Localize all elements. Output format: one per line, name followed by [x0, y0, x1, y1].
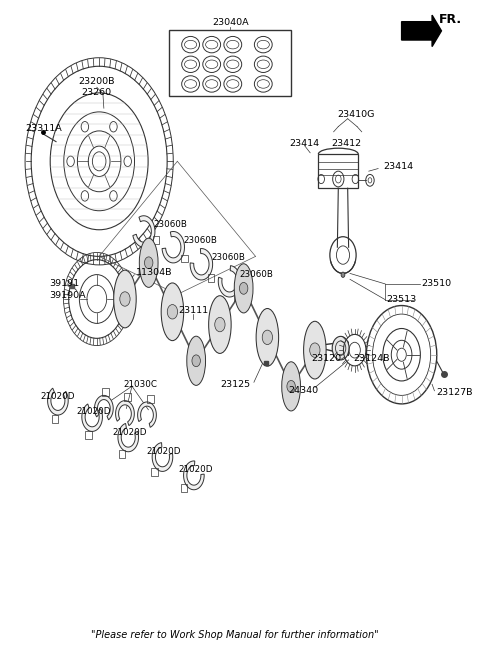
- Text: 23414: 23414: [289, 139, 320, 148]
- Polygon shape: [183, 461, 204, 489]
- Bar: [181, 254, 188, 262]
- Text: 23124B: 23124B: [353, 353, 389, 363]
- Text: 23125: 23125: [220, 380, 250, 389]
- Text: "Please refer to Work Shop Manual for further information": "Please refer to Work Shop Manual for fu…: [91, 630, 379, 641]
- Circle shape: [192, 355, 200, 367]
- Circle shape: [287, 380, 295, 392]
- Bar: [207, 274, 214, 282]
- Text: 23410G: 23410G: [337, 110, 375, 120]
- Polygon shape: [116, 401, 134, 426]
- Ellipse shape: [114, 270, 136, 328]
- Circle shape: [167, 305, 178, 319]
- Text: 23111: 23111: [178, 306, 208, 315]
- Text: 23060B: 23060B: [240, 270, 274, 279]
- Text: 21020D: 21020D: [76, 407, 111, 416]
- Text: 23513: 23513: [386, 295, 416, 304]
- Text: 23412: 23412: [332, 139, 362, 148]
- Polygon shape: [82, 404, 102, 432]
- Polygon shape: [402, 15, 442, 47]
- Ellipse shape: [139, 238, 158, 287]
- Text: FR.: FR.: [439, 12, 462, 26]
- Polygon shape: [138, 402, 156, 427]
- Text: 23311A: 23311A: [25, 124, 62, 133]
- Bar: [169, 30, 291, 96]
- Ellipse shape: [161, 283, 184, 340]
- Polygon shape: [162, 231, 184, 263]
- Bar: [181, 484, 187, 492]
- Bar: [234, 294, 240, 302]
- Bar: [147, 395, 154, 403]
- Text: 23200B: 23200B: [79, 78, 115, 87]
- Polygon shape: [95, 396, 113, 420]
- Ellipse shape: [209, 296, 231, 353]
- Circle shape: [144, 257, 153, 269]
- Text: 23060B: 23060B: [153, 220, 187, 229]
- Polygon shape: [190, 248, 213, 280]
- Text: 23510: 23510: [422, 279, 452, 288]
- Bar: [318, 154, 358, 188]
- Circle shape: [120, 292, 130, 306]
- Circle shape: [240, 283, 248, 294]
- Text: 23260: 23260: [82, 88, 112, 97]
- Text: 39190A: 39190A: [49, 290, 86, 300]
- Circle shape: [310, 343, 320, 357]
- Text: 24340: 24340: [288, 386, 318, 395]
- Ellipse shape: [234, 263, 253, 313]
- Text: 21020D: 21020D: [146, 447, 181, 456]
- Text: 23060B: 23060B: [212, 253, 246, 262]
- Bar: [119, 450, 125, 458]
- Bar: [52, 415, 59, 422]
- Bar: [151, 468, 158, 476]
- Ellipse shape: [187, 336, 205, 386]
- Text: 23120: 23120: [312, 353, 342, 363]
- Bar: [102, 388, 109, 396]
- Circle shape: [215, 317, 225, 332]
- Polygon shape: [118, 423, 139, 452]
- Ellipse shape: [282, 362, 300, 411]
- Text: 23414: 23414: [383, 162, 413, 171]
- Text: 21030C: 21030C: [123, 380, 157, 389]
- Polygon shape: [152, 443, 173, 472]
- Text: 23040A: 23040A: [212, 18, 249, 28]
- Ellipse shape: [304, 321, 326, 379]
- Polygon shape: [48, 388, 68, 415]
- Text: 21020D: 21020D: [112, 428, 146, 437]
- Text: 39191: 39191: [49, 279, 80, 288]
- Text: 21020D: 21020D: [41, 392, 75, 401]
- Text: 21020D: 21020D: [178, 465, 213, 474]
- Text: 23060B: 23060B: [183, 236, 217, 245]
- Circle shape: [332, 336, 349, 360]
- Bar: [124, 394, 131, 401]
- Text: 23127B: 23127B: [436, 388, 472, 397]
- Circle shape: [262, 330, 273, 344]
- Text: 11304B: 11304B: [136, 268, 172, 277]
- Polygon shape: [218, 265, 241, 297]
- Bar: [85, 431, 92, 439]
- Polygon shape: [133, 215, 155, 247]
- Circle shape: [341, 272, 345, 277]
- Ellipse shape: [256, 309, 278, 366]
- Bar: [153, 236, 159, 244]
